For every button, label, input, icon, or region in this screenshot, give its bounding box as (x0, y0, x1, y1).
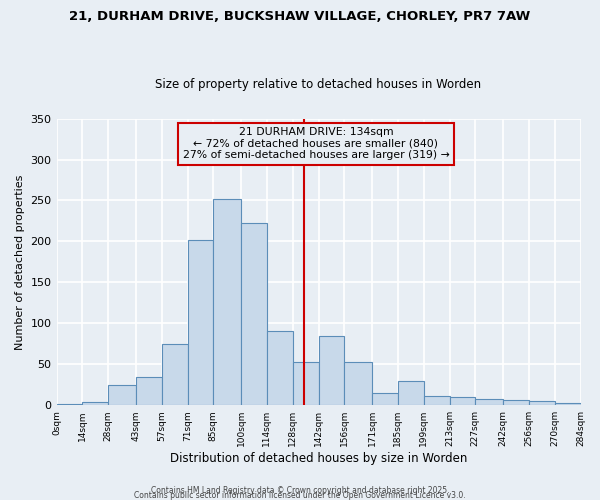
Text: 21 DURHAM DRIVE: 134sqm
← 72% of detached houses are smaller (840)
27% of semi-d: 21 DURHAM DRIVE: 134sqm ← 72% of detache… (182, 127, 449, 160)
Bar (162, 344, 188, 405)
Bar (424, 396, 449, 405)
Bar (108, 384, 136, 405)
Text: Contains HM Land Registry data © Crown copyright and database right 2025.: Contains HM Land Registry data © Crown c… (151, 486, 449, 495)
X-axis label: Distribution of detached houses by size in Worden: Distribution of detached houses by size … (170, 452, 467, 465)
Bar (293, 362, 319, 405)
Text: 21, DURHAM DRIVE, BUCKSHAW VILLAGE, CHORLEY, PR7 7AW: 21, DURHAM DRIVE, BUCKSHAW VILLAGE, CHOR… (70, 10, 530, 23)
Bar (82, 402, 108, 405)
Bar (475, 398, 503, 405)
Bar (241, 224, 267, 405)
Bar (449, 397, 475, 405)
Text: Contains public sector information licensed under the Open Government Licence v3: Contains public sector information licen… (134, 491, 466, 500)
Bar (319, 336, 344, 405)
Title: Size of property relative to detached houses in Worden: Size of property relative to detached ho… (155, 78, 482, 91)
Bar (529, 401, 554, 405)
Bar (136, 378, 162, 405)
Bar (554, 403, 581, 405)
Bar (503, 400, 529, 405)
Bar (344, 362, 372, 405)
Bar (398, 380, 424, 405)
Bar (267, 330, 293, 405)
Bar (56, 404, 82, 405)
Bar (188, 240, 214, 405)
Y-axis label: Number of detached properties: Number of detached properties (15, 174, 25, 350)
Bar (214, 199, 241, 405)
Bar (372, 393, 398, 405)
